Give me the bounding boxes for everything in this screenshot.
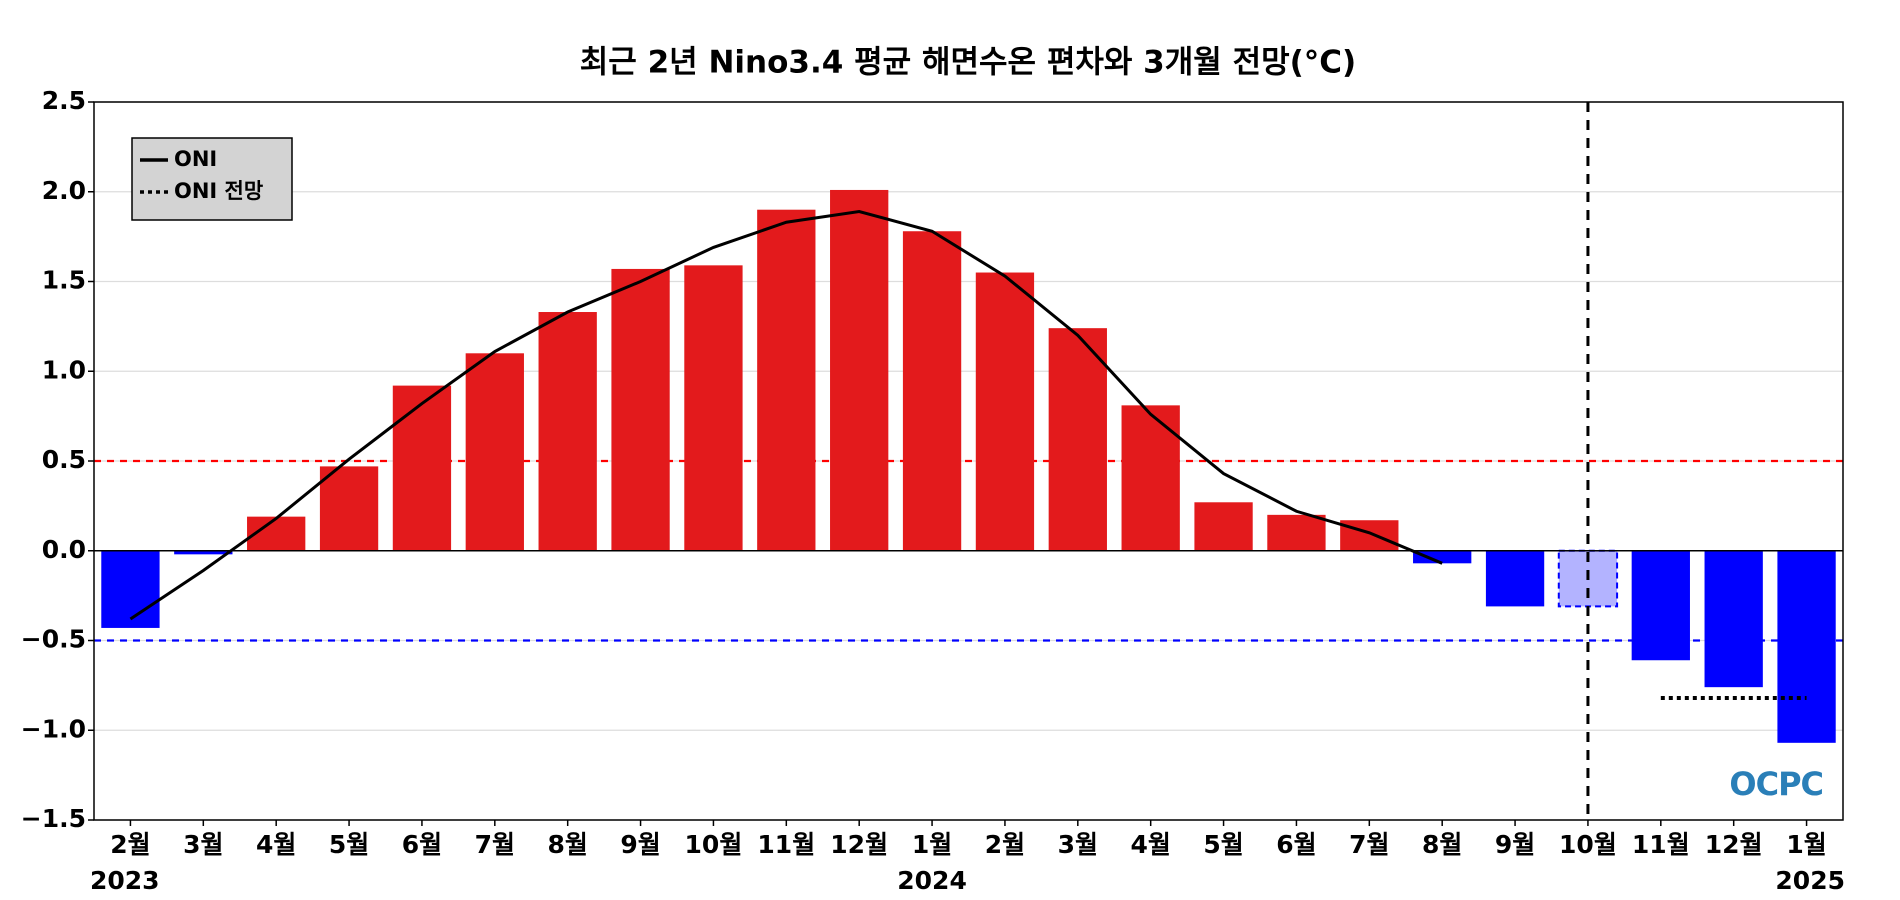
bar (611, 268, 670, 551)
bar (1048, 328, 1107, 551)
plot-frame (93, 101, 1844, 821)
x-tick-label: 7월 (475, 830, 515, 859)
year-label: 2025 (1775, 866, 1845, 895)
y-tick-label: 1.0 (42, 355, 86, 384)
series-line (129, 209, 1443, 621)
x-tick-label: 11월 (757, 830, 815, 859)
bar (1121, 405, 1180, 551)
y-tick-label: 1.5 (42, 266, 86, 295)
bar (174, 550, 233, 555)
legend-label: ONI 전망 (174, 179, 263, 203)
bar (538, 312, 597, 551)
year-label: 2024 (897, 866, 967, 895)
bar (1777, 550, 1836, 743)
bar (1631, 550, 1690, 661)
year-label: 2023 (90, 866, 160, 895)
x-tick-label: 12월 (1705, 830, 1763, 859)
bar (902, 231, 962, 551)
bar (1267, 514, 1326, 551)
x-tick-label: 2월 (110, 830, 150, 859)
bar (1485, 550, 1545, 607)
y-tick-label: 0.0 (42, 535, 86, 564)
x-tick-label: 1월 (1786, 830, 1826, 859)
logo: OCPC (1729, 765, 1823, 803)
x-tick-label: 3월 (183, 830, 223, 859)
x-tick-label: 2월 (985, 830, 1025, 859)
bar (975, 272, 1035, 551)
legend-box (131, 137, 293, 221)
x-tick-label: 7월 (1349, 830, 1389, 859)
x-tick-label: 8월 (547, 830, 587, 859)
y-tick-label: 0.5 (42, 445, 86, 474)
x-tick-label: 5월 (1203, 830, 1243, 859)
bar (319, 466, 379, 551)
x-tick-label: 3월 (1058, 830, 1098, 859)
x-tick-label: 11월 (1632, 830, 1690, 859)
x-tick-label: 4월 (1130, 830, 1170, 859)
bar (101, 550, 160, 628)
bar (1704, 550, 1763, 688)
bar (465, 353, 524, 551)
y-tick-label: −1.0 (21, 714, 86, 743)
x-tick-label: 8월 (1422, 830, 1462, 859)
bar (1194, 502, 1253, 551)
x-tick-label: 6월 (402, 830, 442, 859)
x-tick-label: 5월 (329, 830, 369, 859)
chart-title: 최근 2년 Nino3.4 평균 해면수온 편차와 3개월 전망(°C) (580, 45, 1356, 81)
y-tick-label: 2.5 (42, 86, 86, 115)
y-tick-label: 2.0 (42, 176, 86, 205)
x-tick-label: 9월 (620, 830, 660, 859)
bar (757, 209, 816, 551)
bar (1340, 520, 1399, 551)
x-tick-label: 10월 (1559, 830, 1617, 859)
x-tick-label: 12월 (830, 830, 888, 859)
y-tick-label: −0.5 (21, 625, 86, 654)
x-tick-label: 4월 (256, 830, 296, 859)
x-tick-label: 6월 (1276, 830, 1316, 859)
x-tick-label: 9월 (1495, 830, 1535, 859)
x-tick-label: 10월 (685, 830, 743, 859)
bar (830, 189, 889, 551)
bar (392, 385, 452, 551)
y-tick-label: −1.5 (21, 804, 86, 833)
bar (1413, 550, 1472, 564)
bar (684, 265, 743, 551)
legend-label: ONI (174, 147, 217, 171)
x-tick-label: 1월 (912, 830, 952, 859)
